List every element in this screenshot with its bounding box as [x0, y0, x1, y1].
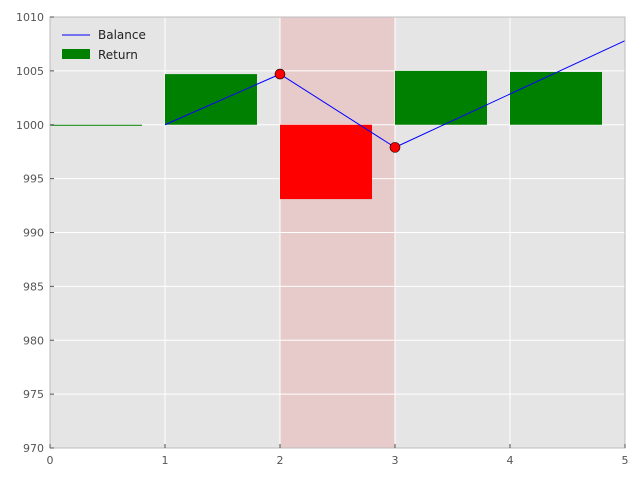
y-tick-label: 985 [23, 280, 44, 293]
x-tick-label: 3 [392, 454, 399, 467]
balance-marker [389, 142, 401, 153]
y-tick-label: 975 [23, 388, 44, 401]
y-tick-label: 1005 [16, 65, 44, 78]
balance-line [164, 40, 626, 148]
line-layer [164, 40, 626, 153]
y-tick-label: 980 [23, 334, 44, 347]
y-tick-label: 995 [23, 173, 44, 186]
balance-marker [274, 68, 286, 80]
return-bar [165, 74, 257, 125]
tick-layer: 0 1 2 3 4 5 970 975 980 985 990 995 1000 1005 1010 [16, 11, 629, 467]
x-tick-label: 5 [622, 454, 629, 467]
return-bar [395, 70, 487, 125]
return-bar [510, 71, 602, 125]
legend: Balance Return [62, 28, 146, 62]
bar-layer [50, 70, 602, 200]
x-tick-label: 0 [47, 454, 54, 467]
y-tick-label: 990 [23, 227, 44, 240]
x-tick-label: 1 [162, 454, 169, 467]
legend-label-return: Return [98, 48, 138, 62]
x-tick-label: 4 [507, 454, 514, 467]
return-bar [280, 124, 372, 200]
legend-bar-swatch [62, 49, 90, 59]
legend-label-balance: Balance [98, 28, 146, 42]
return-bar [50, 124, 142, 126]
y-tick-label: 970 [23, 442, 44, 455]
y-tick-label: 1010 [16, 11, 44, 24]
x-tick-label: 2 [277, 454, 284, 467]
y-tick-label: 1000 [16, 119, 44, 132]
